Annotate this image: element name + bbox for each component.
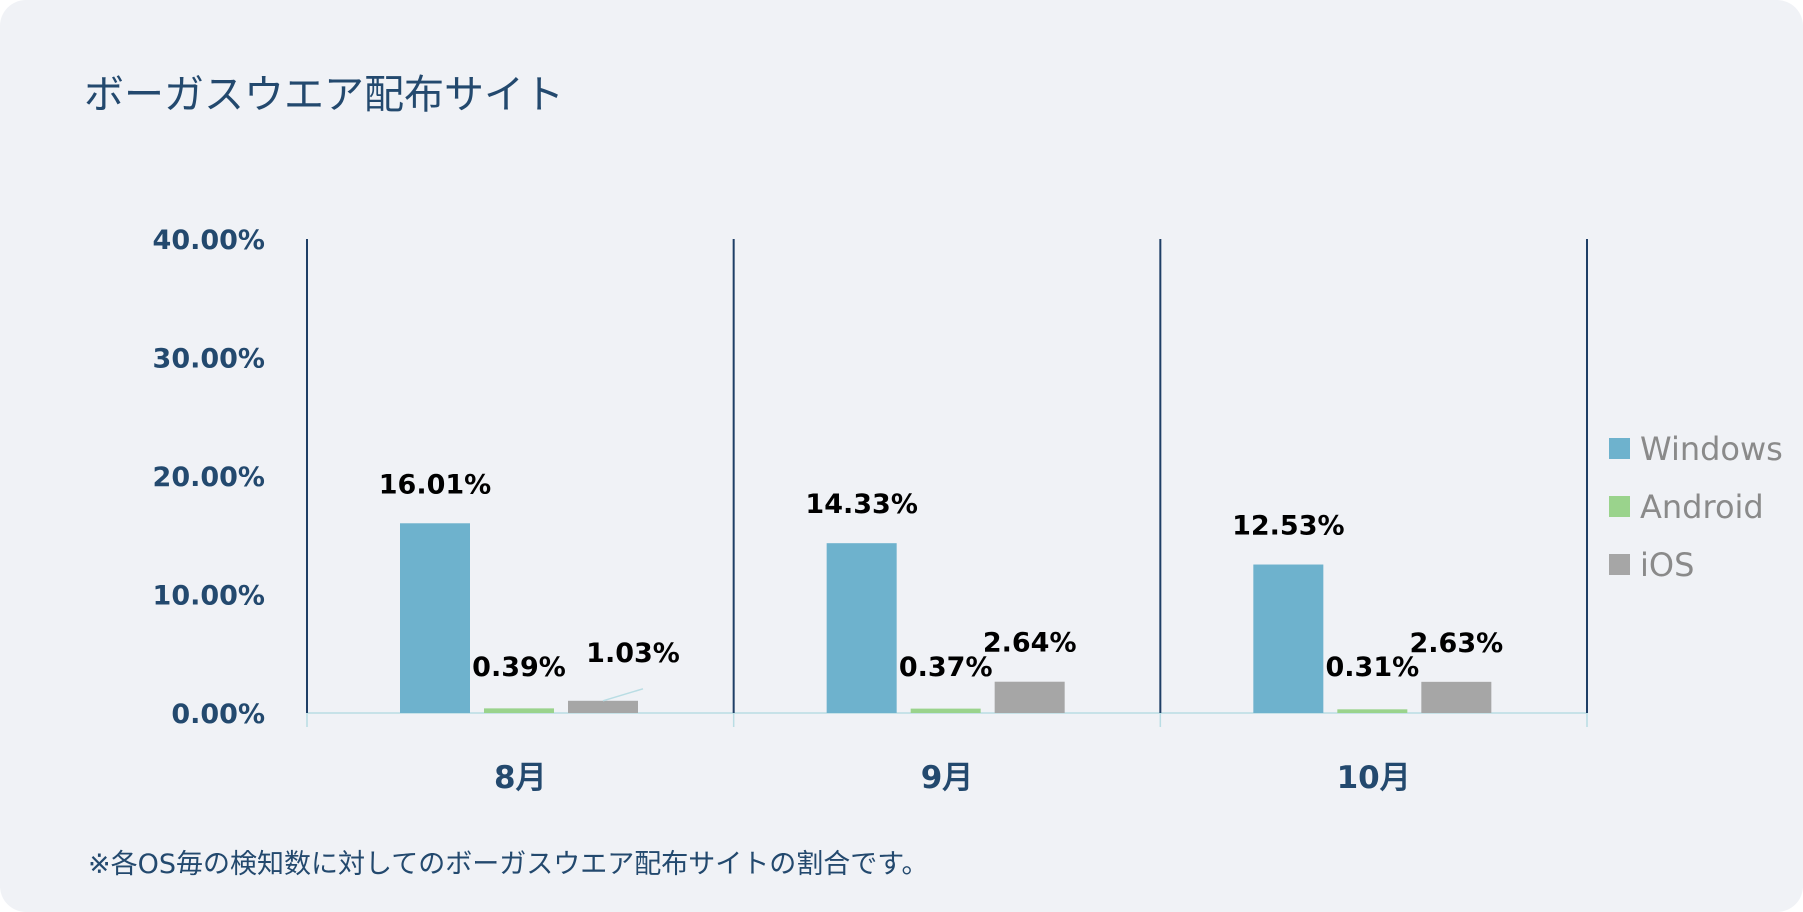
legend-label: iOS <box>1640 546 1694 584</box>
legend-label: Android <box>1640 488 1764 526</box>
bar-android <box>910 708 981 713</box>
data-label: 2.64% <box>983 628 1077 659</box>
y-tick-label: 30.00% <box>153 344 265 375</box>
data-label: 16.01% <box>379 469 491 500</box>
bar-android <box>1337 709 1408 713</box>
bar-windows <box>1253 564 1324 713</box>
bar-android <box>484 708 554 713</box>
x-category-label: 10月 <box>1337 760 1411 796</box>
x-category-label: 8月 <box>494 760 547 796</box>
y-tick-label: 40.00% <box>153 225 265 256</box>
bar-windows <box>826 543 897 713</box>
data-label: 0.39% <box>472 652 566 683</box>
y-tick-label: 0.00% <box>171 699 265 730</box>
chart-title: ボーガスウエア配布サイト <box>84 72 564 118</box>
bar-ios <box>1421 681 1492 713</box>
data-label: 0.37% <box>899 652 993 683</box>
bar-ios <box>568 700 638 713</box>
y-tick-label: 10.00% <box>153 581 265 612</box>
data-label: 2.63% <box>1409 628 1503 659</box>
legend-swatch-windows <box>1609 438 1630 459</box>
y-tick-label: 20.00% <box>153 462 265 493</box>
legend-label: Windows <box>1640 430 1783 468</box>
x-category-label: 9月 <box>921 760 974 796</box>
legend-swatch-ios <box>1609 554 1630 575</box>
data-label: 14.33% <box>805 489 917 520</box>
legend-swatch-android <box>1609 496 1630 517</box>
data-label: 1.03% <box>586 638 680 669</box>
data-label: 0.31% <box>1325 652 1419 683</box>
bar-windows <box>400 523 470 713</box>
chart-footnote: ※各OS毎の検知数に対してのボーガスウエア配布サイトの割合です。 <box>88 849 929 880</box>
bar-ios <box>994 681 1065 713</box>
data-label: 12.53% <box>1232 511 1344 542</box>
data-label-leader <box>602 688 644 702</box>
